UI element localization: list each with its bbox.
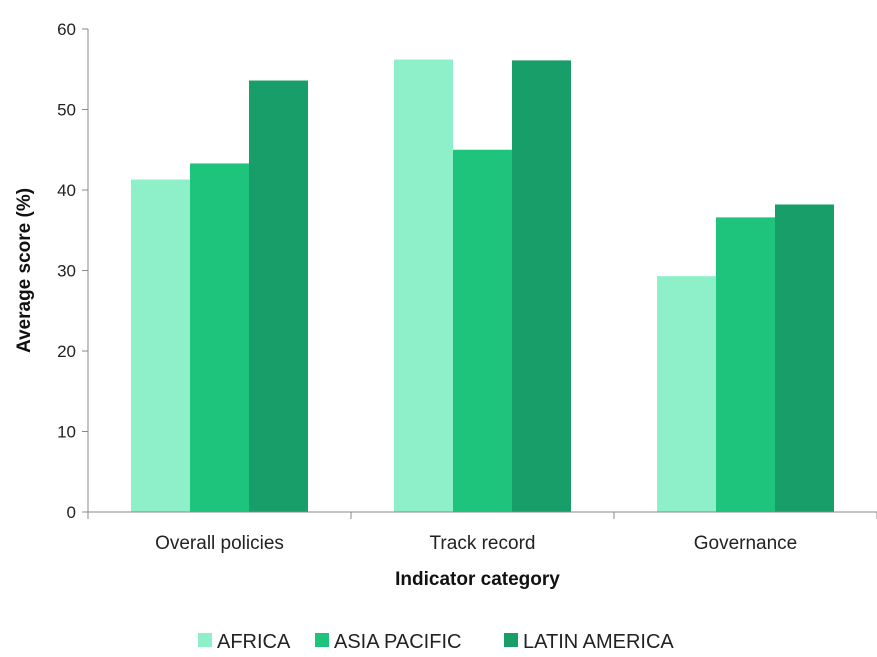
legend-swatch — [315, 633, 329, 647]
y-tick-label: 60 — [57, 20, 76, 39]
y-tick-label: 10 — [57, 423, 76, 442]
bar-africa — [394, 59, 453, 513]
y-tick-label: 30 — [57, 262, 76, 281]
bar-africa — [657, 276, 716, 512]
bar-asia-pacific — [716, 217, 775, 512]
bar-africa — [131, 179, 190, 512]
bar-latin-america — [775, 204, 834, 513]
legend-swatch — [198, 633, 212, 647]
y-axis-title: Average score (%) — [14, 188, 35, 353]
legend-label: LATIN AMERICA — [523, 631, 674, 653]
y-tick-label: 0 — [67, 503, 76, 522]
legend-label: ASIA PACIFIC — [334, 631, 461, 653]
x-tick-label: Overall policies — [155, 533, 284, 554]
bar-latin-america — [249, 80, 308, 513]
y-tick-label: 40 — [57, 181, 76, 200]
bars — [131, 59, 834, 513]
legend-label: AFRICA — [217, 631, 291, 653]
legend-swatch — [504, 633, 518, 647]
x-tick-label: Governance — [694, 533, 798, 554]
x-axis-title: Indicator category — [395, 569, 560, 590]
y-tick-label: 50 — [57, 101, 76, 120]
bar-latin-america — [512, 60, 571, 513]
y-tick-label: 20 — [57, 342, 76, 361]
legend: AFRICA ASIA PACIFIC LATIN AMERICA — [198, 631, 674, 653]
bar-asia-pacific — [453, 149, 512, 512]
x-tick-label: Track record — [430, 533, 536, 554]
bar-asia-pacific — [190, 163, 249, 512]
x-axis-ticks: Overall policies Track record Governance — [87, 512, 877, 554]
y-axis-ticks: 0 10 20 30 40 50 60 — [57, 20, 88, 522]
